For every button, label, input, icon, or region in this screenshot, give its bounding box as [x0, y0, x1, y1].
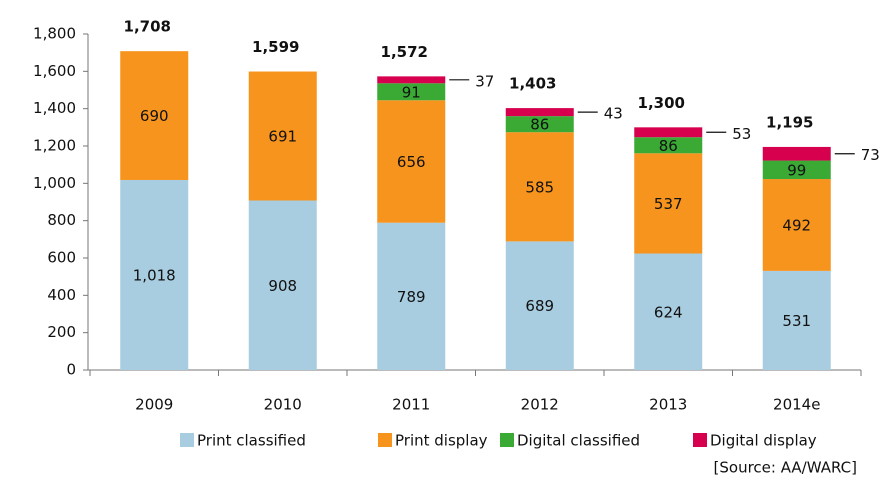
total-label: 1,195 — [766, 113, 813, 131]
bar-segment — [634, 137, 703, 154]
x-tick-label: 2014e — [773, 396, 820, 414]
y-tick-label: 800 — [47, 211, 76, 229]
x-tick-label: 2012 — [521, 396, 559, 414]
data-label: 537 — [654, 195, 683, 213]
bar-segment — [248, 200, 317, 370]
data-label: 1,018 — [133, 266, 176, 284]
bar-segment — [505, 241, 574, 370]
bar-segment — [762, 146, 831, 161]
data-label: 789 — [397, 288, 426, 306]
bar-segment — [762, 179, 831, 271]
x-tick-label: 2013 — [649, 396, 687, 414]
data-label: 691 — [268, 128, 297, 146]
y-tick-label: 1,800 — [33, 25, 76, 43]
legend-swatch — [378, 433, 392, 447]
bar-segment — [248, 71, 317, 201]
y-tick-label: 400 — [47, 286, 76, 304]
data-label: 531 — [782, 312, 811, 330]
y-tick-label: 1,400 — [33, 99, 76, 117]
data-label: 86 — [530, 116, 549, 134]
data-label: 624 — [654, 303, 683, 321]
legend-swatch — [180, 433, 194, 447]
x-tick-label: 2009 — [135, 396, 173, 414]
bar-segment — [634, 127, 703, 138]
data-label: 689 — [525, 297, 554, 315]
data-label: 908 — [268, 277, 297, 295]
y-tick-label: 600 — [47, 249, 76, 267]
bar-segment — [505, 116, 574, 133]
bar-segment — [120, 179, 189, 370]
bar-segment — [377, 100, 446, 223]
total-label: 1,403 — [509, 75, 556, 93]
total-label: 1,572 — [381, 43, 428, 61]
bar-segment — [762, 160, 831, 180]
x-tick-label: 2010 — [264, 396, 302, 414]
legend-label: Print classified — [197, 432, 306, 450]
data-label: 585 — [525, 178, 554, 196]
source-note: [Source: AA/WARC] — [714, 459, 857, 477]
data-label: 53 — [732, 125, 751, 143]
bar-segment — [634, 253, 703, 370]
data-label: 37 — [475, 72, 494, 90]
bar-segment — [120, 51, 189, 180]
y-tick-label: 200 — [47, 323, 76, 341]
data-label: 86 — [659, 137, 678, 155]
legend-label: Digital display — [710, 432, 817, 450]
bar-segment — [377, 83, 446, 101]
legend-swatch — [693, 433, 707, 447]
y-tick-label: 1,000 — [33, 174, 76, 192]
data-label: 492 — [782, 216, 811, 234]
bar-segment — [634, 153, 703, 254]
data-label: 43 — [604, 105, 623, 123]
data-label: 656 — [397, 153, 426, 171]
bar-segment — [505, 108, 574, 117]
y-tick-label: 1,600 — [33, 62, 76, 80]
bar-segment — [377, 222, 446, 370]
data-label: 99 — [787, 161, 806, 179]
total-label: 1,599 — [252, 38, 299, 56]
data-label: 91 — [402, 83, 421, 101]
total-label: 1,708 — [124, 18, 171, 36]
data-label: 73 — [861, 146, 880, 164]
legend-swatch — [500, 433, 514, 447]
y-tick-label: 1,200 — [33, 137, 76, 155]
bar-segment — [377, 76, 446, 84]
legend-label: Print display — [395, 432, 488, 450]
bar-segment — [505, 132, 574, 242]
data-label: 690 — [140, 107, 169, 125]
legend-label: Digital classified — [517, 432, 640, 450]
bar-segment — [762, 270, 831, 370]
y-tick-label: 0 — [66, 361, 76, 379]
x-tick-label: 2011 — [392, 396, 430, 414]
total-label: 1,300 — [638, 94, 685, 112]
